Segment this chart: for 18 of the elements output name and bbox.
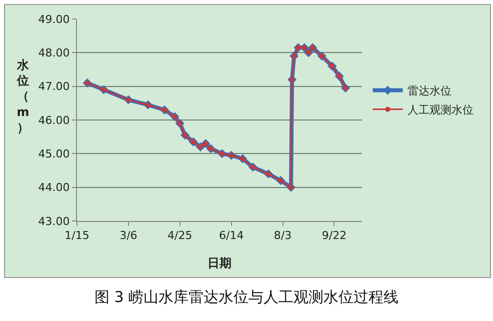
x-tick-label: 8/3 [274, 229, 292, 242]
y-tick-label: 44.00 [38, 181, 70, 194]
y-tick-label: 49.00 [38, 12, 70, 26]
x-tick-label: 4/25 [168, 229, 192, 242]
y-tick-label: 48.00 [38, 46, 70, 60]
legend-label: 雷达水位 [408, 84, 452, 98]
caption: 图 3 崂山水库雷达水位与人工观测水位过程线 [93, 288, 400, 307]
legend-label: 人工观测水位 [408, 104, 474, 117]
y-tick-label: 45.00 [38, 148, 70, 161]
x-tick-label: 6/14 [218, 229, 244, 242]
x-tick-label: 3/6 [120, 229, 138, 242]
x-axis-title: 日期 [208, 256, 232, 270]
x-tick-label: 1/15 [64, 229, 90, 242]
x-tick-label: 9/22 [322, 229, 347, 242]
y-tick-label: 43.00 [38, 214, 70, 228]
y-tick-label: 47.00 [38, 80, 70, 94]
y-axis-title: 水位（m） [16, 58, 30, 134]
y-tick-label: 46.00 [38, 114, 70, 127]
